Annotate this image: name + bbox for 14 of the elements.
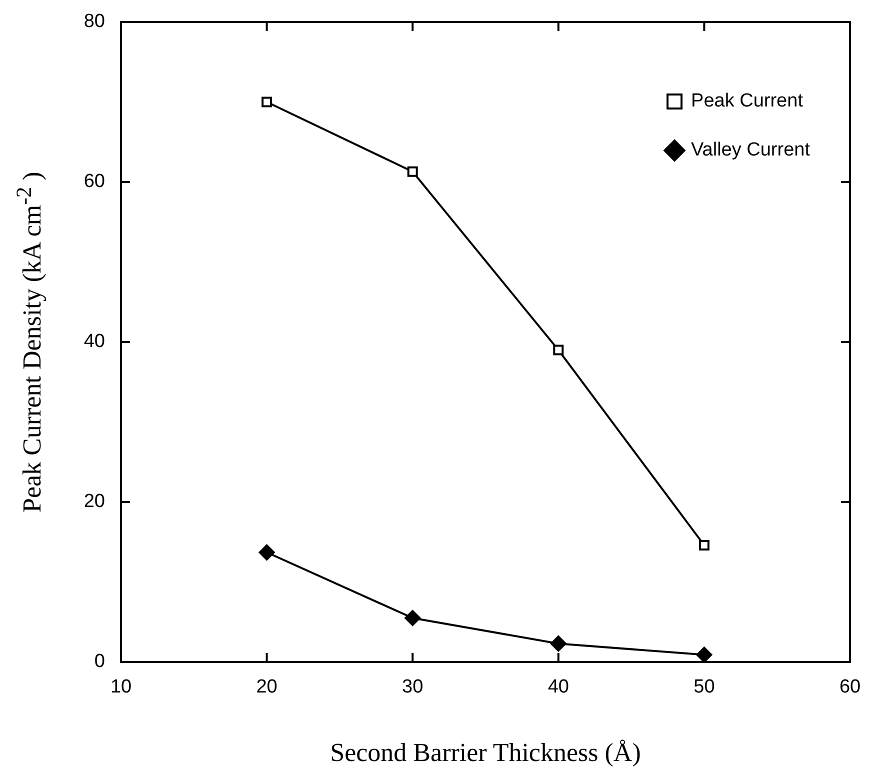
x-tick-label: 10 xyxy=(110,676,132,698)
x-tick-label: 40 xyxy=(548,676,569,698)
y-tick-label: 60 xyxy=(84,171,105,192)
y-tick-label: 80 xyxy=(84,11,105,32)
x-tick-label: 30 xyxy=(402,676,424,698)
legend-label: Valley Current xyxy=(691,140,811,161)
x-axis-title: Second Barrier Thickness (Å) xyxy=(330,738,641,768)
y-tick-label: 0 xyxy=(94,651,105,672)
x-tick-label: 60 xyxy=(839,676,861,698)
y-tick-label: 20 xyxy=(84,491,105,512)
x-tick-label: 50 xyxy=(694,676,715,698)
legend-label: Peak Current xyxy=(691,90,804,112)
x-tick-label: 20 xyxy=(256,676,278,698)
y-tick-label: 40 xyxy=(84,331,105,352)
